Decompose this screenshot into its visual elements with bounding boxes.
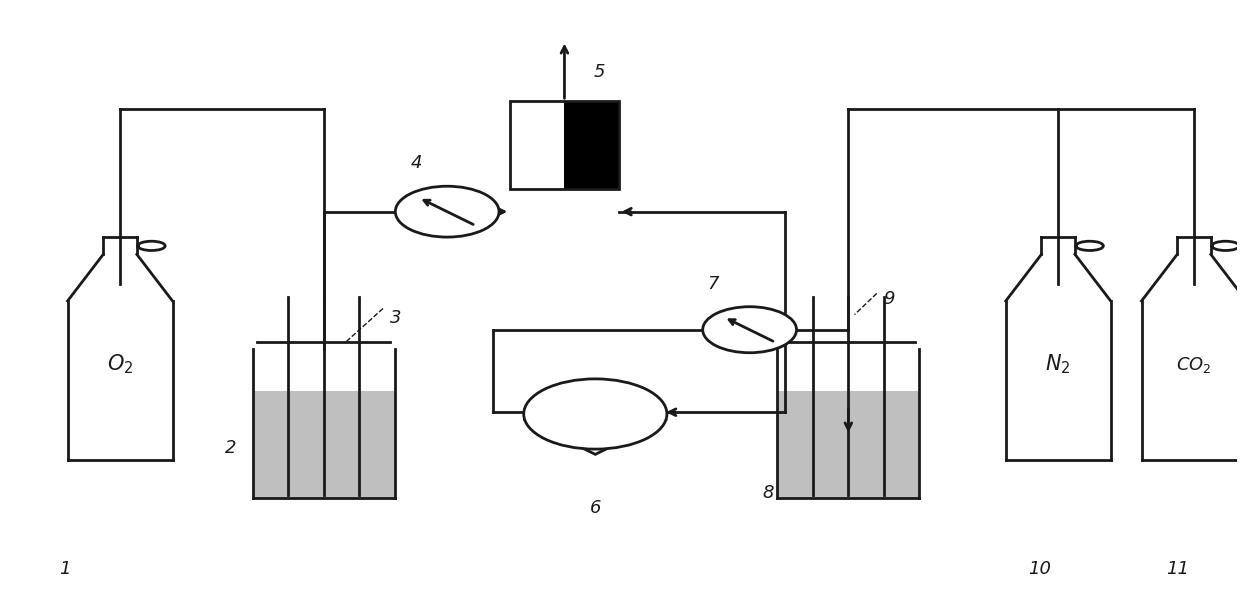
Text: 7: 7 bbox=[707, 276, 718, 293]
Bar bbox=[253, 391, 394, 498]
Text: 8: 8 bbox=[763, 484, 774, 502]
Ellipse shape bbox=[1076, 241, 1104, 251]
Text: 9: 9 bbox=[883, 290, 895, 309]
Polygon shape bbox=[523, 419, 667, 455]
Text: 5: 5 bbox=[593, 64, 605, 81]
Text: $O_2$: $O_2$ bbox=[107, 353, 133, 376]
Bar bbox=[510, 101, 619, 189]
Text: 3: 3 bbox=[389, 309, 401, 327]
Text: $CO_2$: $CO_2$ bbox=[1177, 354, 1211, 375]
Text: 6: 6 bbox=[589, 499, 601, 518]
Circle shape bbox=[523, 379, 667, 449]
Text: $N_2$: $N_2$ bbox=[1045, 353, 1071, 376]
Bar bbox=[777, 391, 919, 498]
Bar bbox=[510, 101, 564, 189]
Text: 1: 1 bbox=[58, 560, 71, 578]
Circle shape bbox=[703, 307, 796, 353]
Ellipse shape bbox=[138, 241, 165, 251]
Text: 11: 11 bbox=[1167, 560, 1189, 578]
Bar bbox=[564, 101, 619, 189]
Text: 10: 10 bbox=[1028, 560, 1052, 578]
Text: 4: 4 bbox=[410, 154, 422, 172]
Ellipse shape bbox=[1211, 241, 1239, 251]
Circle shape bbox=[396, 186, 498, 237]
Text: 2: 2 bbox=[226, 439, 237, 457]
